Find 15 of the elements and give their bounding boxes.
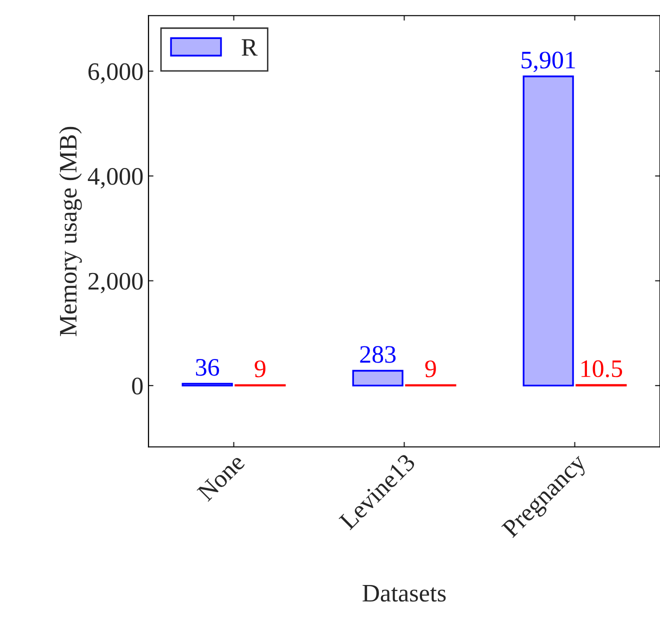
data-label: 10.5 <box>582 360 622 378</box>
legend-label: R <box>242 39 258 56</box>
bar <box>522 76 574 386</box>
data-label: 5,901 <box>522 52 575 72</box>
data-label: 36 <box>196 359 220 376</box>
y-tick-label: 6,000 <box>88 63 143 84</box>
x-axis-title: Datasets <box>362 585 446 602</box>
y-axis-title: Memory usage (MB) <box>59 126 82 336</box>
data-label: 283 <box>360 346 396 363</box>
data-label: 9 <box>254 360 266 378</box>
y-tick-label: 4,000 <box>88 168 143 188</box>
y-tick-label: 0 <box>132 378 143 394</box>
bar <box>352 370 404 386</box>
data-label: 9 <box>425 360 436 378</box>
y-tick-label: 2,000 <box>88 272 143 294</box>
